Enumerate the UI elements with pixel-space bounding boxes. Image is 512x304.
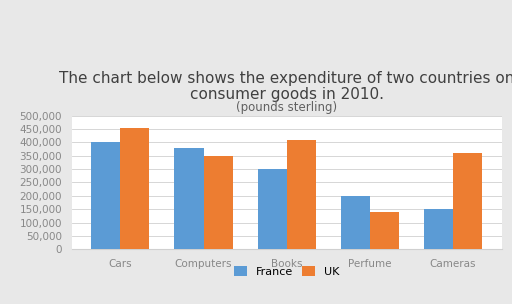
Text: consumer goods in 2010.: consumer goods in 2010.	[190, 87, 383, 102]
Bar	[204, 156, 232, 249]
Bar	[453, 153, 482, 249]
Bar	[287, 140, 316, 249]
Bar	[91, 142, 120, 249]
Text: (pounds sterling): (pounds sterling)	[236, 101, 337, 114]
Bar	[370, 212, 399, 249]
Bar	[258, 169, 287, 249]
Text: The chart below shows the expenditure of two countries on: The chart below shows the expenditure of…	[59, 71, 512, 86]
Bar	[175, 148, 204, 249]
Bar	[424, 209, 453, 249]
Bar	[341, 196, 370, 249]
Bar	[120, 128, 150, 249]
Legend: France, UK: France, UK	[229, 262, 344, 281]
